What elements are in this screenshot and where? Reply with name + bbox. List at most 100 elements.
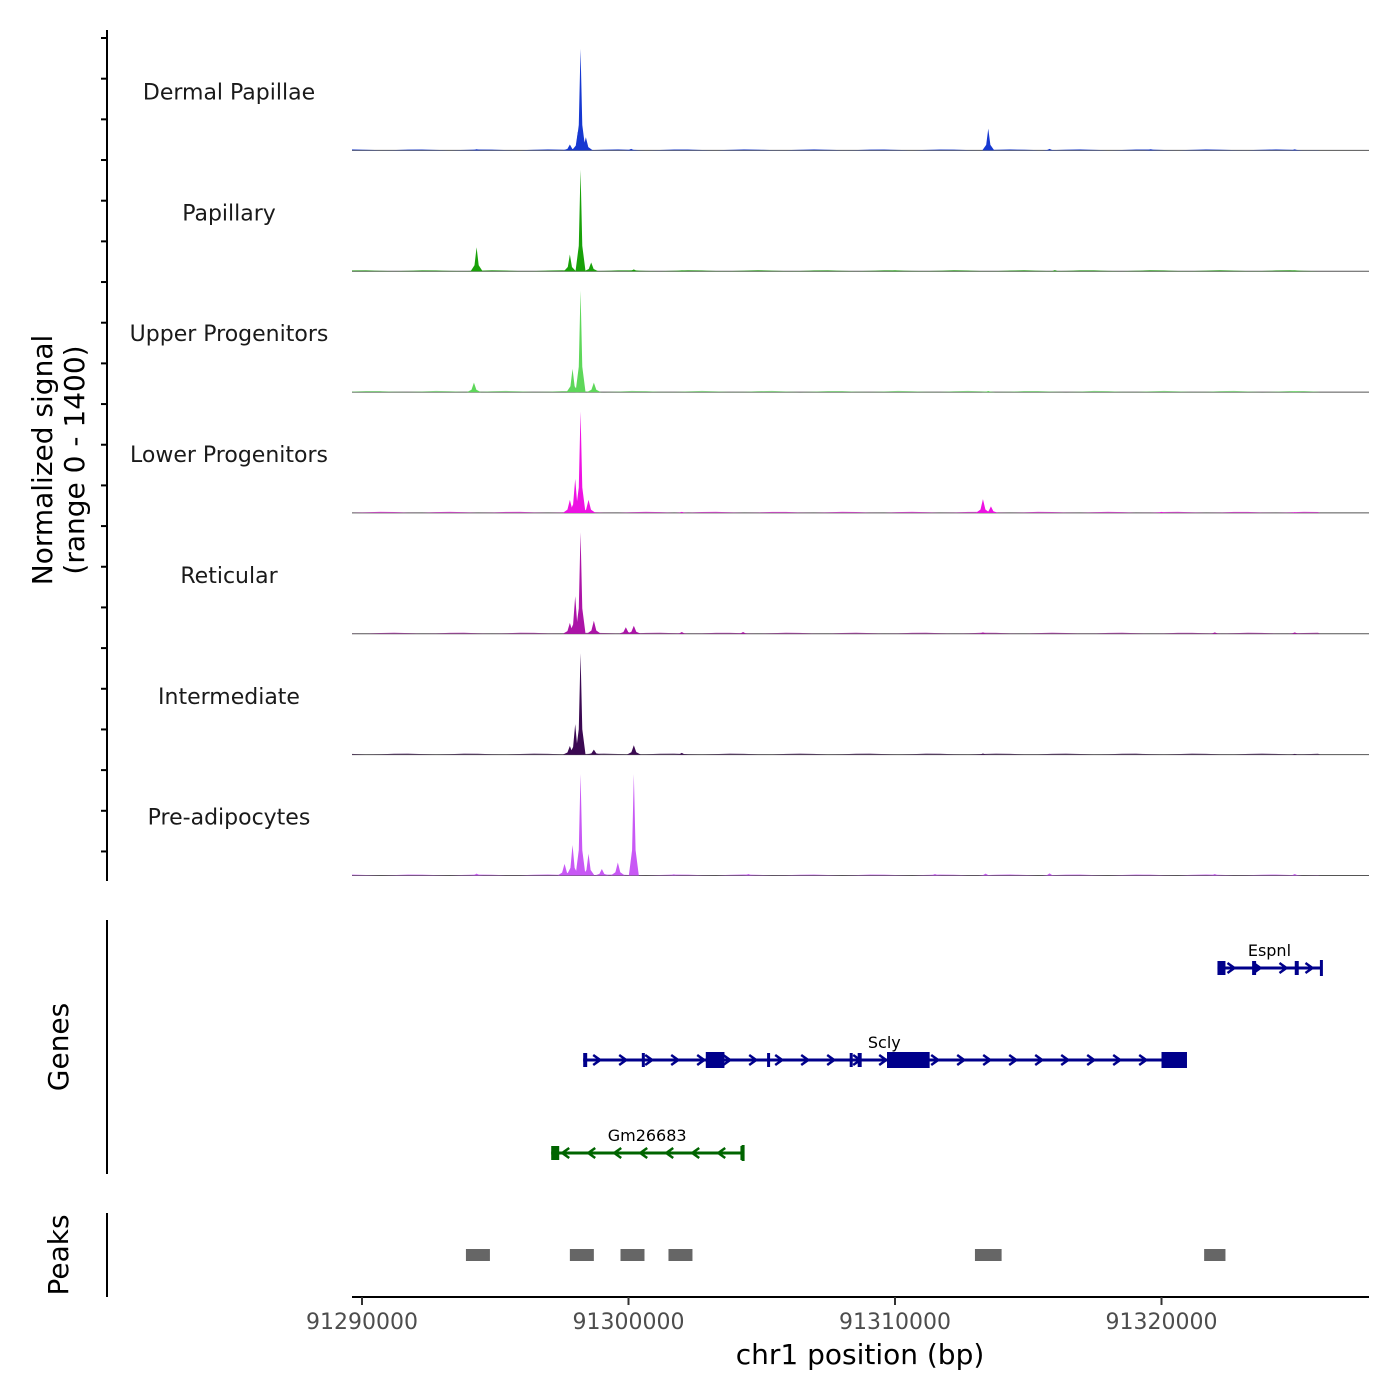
coverage-noise <box>352 390 1320 393</box>
gene-exon <box>641 1053 645 1067</box>
peak-region <box>465 1249 490 1261</box>
coverage-peak <box>569 724 582 755</box>
gene-strand-arrow <box>1304 961 1315 975</box>
coverage-noise <box>352 270 1320 272</box>
peak-region <box>1204 1249 1226 1261</box>
coverage-peak <box>674 631 689 634</box>
gene-strand-arrow <box>748 1053 759 1067</box>
gene-strand-arrow <box>696 1053 707 1067</box>
coverage-noise <box>352 511 1320 513</box>
coverage-peak <box>557 863 572 876</box>
track-label: Intermediate <box>158 685 300 710</box>
gene-strand-arrow <box>690 1146 700 1160</box>
x-tick-label: 91300000 <box>573 1310 685 1335</box>
coverage-peak <box>563 254 576 272</box>
coverage-peak <box>983 506 998 513</box>
gene-exon <box>583 1053 588 1067</box>
coverage-peak <box>1047 270 1062 272</box>
gene-strand-arrow <box>1034 1053 1045 1067</box>
gene-strand-arrow <box>982 1053 993 1067</box>
peak-region <box>620 1249 645 1261</box>
coverage-peak <box>982 128 995 151</box>
gene-exon <box>857 1053 862 1067</box>
x-tick-label: 91320000 <box>1106 1310 1218 1335</box>
gene-exon <box>767 1053 771 1067</box>
gene-exon <box>1294 961 1299 975</box>
gene-strand-arrow <box>774 1053 785 1067</box>
x-tick-label: 91310000 <box>839 1310 951 1335</box>
coverage-peak <box>1042 148 1057 151</box>
coverage-peak <box>736 631 751 634</box>
coverage-peak <box>575 48 586 151</box>
gene-strand-arrow <box>878 1053 889 1067</box>
gene-strand-arrow <box>1086 1053 1097 1067</box>
coverage-peak <box>586 382 601 393</box>
gene-strand-arrow <box>638 1146 648 1160</box>
coverage-peak <box>586 749 601 755</box>
coverage-track: Papillary <box>182 169 1369 272</box>
gene-gm26683: Gm26683 <box>551 1126 745 1161</box>
coverage-peak <box>466 382 481 393</box>
gene-exon <box>705 1052 725 1068</box>
coverage-peak <box>575 773 586 876</box>
coverage-peak <box>975 499 990 513</box>
coverage-peak <box>569 596 582 634</box>
coverage-peak <box>575 411 586 513</box>
gene-strand-arrow <box>826 1053 837 1067</box>
track-label: Lower Progenitors <box>130 443 328 468</box>
coverage-peak <box>674 752 689 755</box>
gene-strand-arrow <box>1008 1053 1019 1067</box>
coverage-ylabel-line2: (range 0 - 1400) <box>58 345 91 574</box>
track-label: Dermal Papillae <box>143 81 315 106</box>
x-axis-ticks: 91290000 91300000 91310000 91320000 <box>306 1297 1217 1335</box>
coverage-track: Lower Progenitors <box>130 411 1369 514</box>
coverage-peak <box>624 148 639 151</box>
gene-strand-arrow <box>612 1146 622 1160</box>
coverage-peak <box>575 532 586 634</box>
gene-strand-arrow <box>586 1146 596 1160</box>
gene-exon <box>740 1146 744 1160</box>
gene-strand-arrow <box>716 1146 726 1160</box>
coverage-track: Intermediate <box>158 653 1369 756</box>
gene-strand-arrow <box>930 1053 941 1067</box>
coverage-peak <box>562 499 577 513</box>
coverage-peak <box>610 862 625 876</box>
coverage-peak <box>618 627 633 634</box>
gene-strand-arrow <box>592 1053 603 1067</box>
coverage-peak <box>628 773 639 876</box>
gene-label: Espnl <box>1248 941 1291 960</box>
coverage-peak <box>586 620 601 634</box>
gene-strand-arrow <box>664 1146 674 1160</box>
gene-strand-arrow <box>644 1053 655 1067</box>
coverage-peak <box>1287 632 1302 634</box>
coverage-peak <box>566 845 579 876</box>
genes-track: Espnl Scly Gm26683 <box>551 941 1323 1161</box>
coverage-peak <box>578 137 593 151</box>
coverage-peak <box>626 625 641 634</box>
track-label: Reticular <box>180 564 278 589</box>
gene-exon <box>1161 1052 1186 1068</box>
coverage-peak <box>584 262 599 272</box>
coverage-peak <box>581 499 596 513</box>
coverage-noise <box>352 632 1320 634</box>
gene-scly: Scly <box>583 1033 1187 1068</box>
gene-exon <box>1217 961 1226 975</box>
peak-region <box>668 1249 693 1261</box>
coverage-peak <box>626 745 641 755</box>
coverage-ylabel-line1: Normalized signal <box>26 335 59 586</box>
genes-ylabel: Genes <box>42 1003 75 1091</box>
peaks-ylabel: Peaks <box>42 1214 75 1295</box>
coverage-peak <box>594 868 609 876</box>
gene-exon <box>887 1052 930 1068</box>
coverage-peak <box>582 853 595 876</box>
gene-label: Scly <box>868 1033 901 1052</box>
coverage-peak <box>566 368 579 393</box>
gene-strand-arrow <box>560 1146 570 1160</box>
gene-exon <box>1252 961 1257 975</box>
gene-exon <box>849 1053 853 1067</box>
coverage-tracks: Dermal Papillae Papillary Upper Progenitor… <box>130 48 1369 876</box>
coverage-peak <box>1042 873 1057 876</box>
gene-strand-arrow <box>1112 1053 1123 1067</box>
coverage-peak <box>562 144 577 151</box>
